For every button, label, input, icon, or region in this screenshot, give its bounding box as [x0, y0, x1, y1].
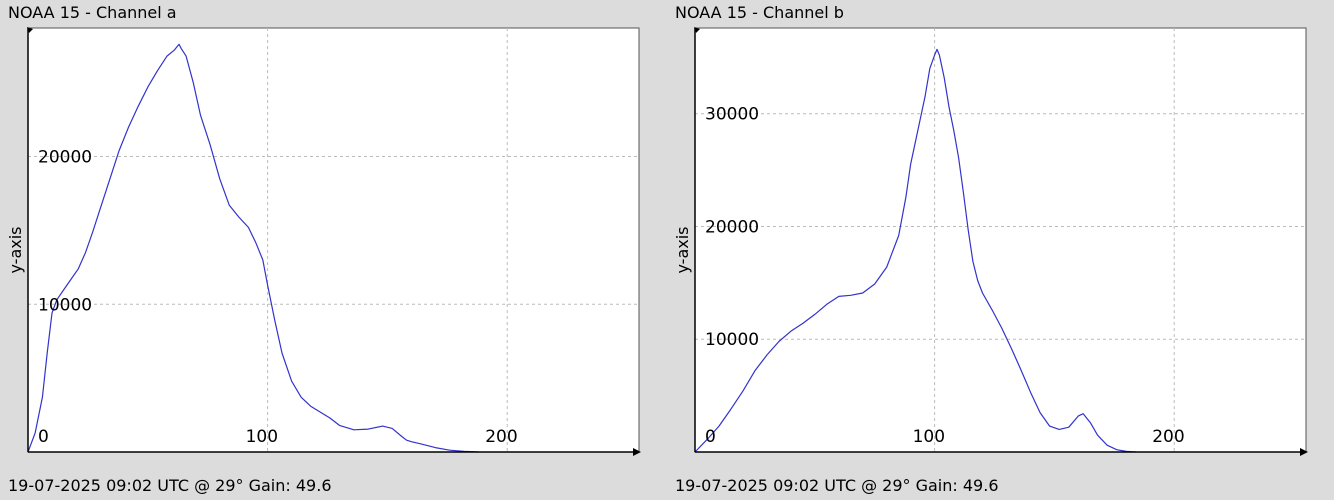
line-chart: 0 100 200 10000 20000 y-axis: [6, 27, 641, 456]
pass-info-footer: 19-07-2025 09:02 UTC @ 29° Gain: 49.6: [675, 476, 999, 495]
x-axis-arrow: [633, 448, 641, 456]
y-axis-arrow: [27, 27, 33, 33]
series-line: [27, 43, 479, 453]
x-axis-arrow: [1300, 448, 1308, 456]
y-axis-label: y-axis: [673, 226, 692, 273]
y-axis-label: y-axis: [6, 226, 25, 273]
y-tick-label: 10000: [705, 330, 759, 350]
chart-panel-channel-b: NOAA 15 - Channel b 0 100 200 10000 20000 300…: [667, 0, 1334, 500]
x-tick-label: 100: [913, 427, 945, 447]
chart-title: NOAA 15 - Channel b: [675, 3, 844, 22]
chart-panel-channel-a: NOAA 15 - Channel a 0 100 200 10000 20000 y-a…: [6, 3, 641, 495]
y-tick-label: 20000: [705, 217, 759, 237]
chart-title: NOAA 15 - Channel a: [8, 3, 177, 22]
x-tick-label: 200: [485, 427, 517, 447]
pass-info-footer: 19-07-2025 09:02 UTC @ 29° Gain: 49.6: [8, 476, 332, 495]
series-line: [694, 48, 1136, 453]
x-tick-label: 200: [1152, 427, 1184, 447]
line-chart: 0 100 200 10000 20000 30000 y-axis: [673, 27, 1308, 456]
plot-area: [694, 27, 1307, 453]
x-tick-label: 0: [38, 427, 49, 447]
y-tick-label: 10000: [38, 295, 92, 315]
y-axis-arrow: [694, 27, 700, 33]
x-tick-label: 100: [246, 427, 278, 447]
y-tick-label: 30000: [705, 105, 759, 125]
y-tick-label: 20000: [38, 148, 92, 168]
x-tick-label: 0: [705, 427, 716, 447]
plot-area: [27, 27, 640, 453]
